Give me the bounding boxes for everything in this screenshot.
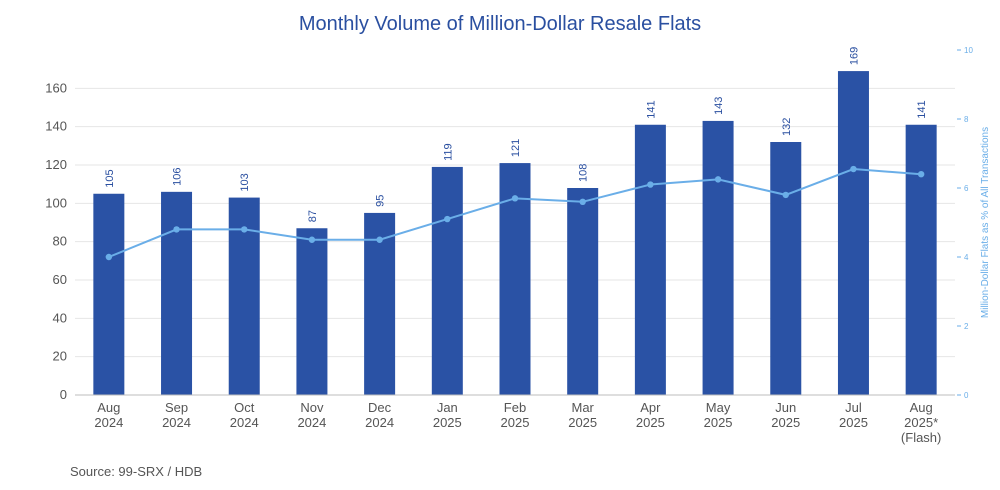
bar-value-label: 106	[172, 167, 184, 185]
bar-value-label: 87	[307, 210, 319, 222]
bar	[93, 193, 125, 395]
share-point	[714, 176, 722, 183]
axis-layer: 0 20 40 60 80 100 120 140 160 0 2 4 6 8 10 Million-Doll…	[45, 46, 991, 445]
bar-value-label: 143	[713, 97, 725, 115]
share-point	[376, 236, 383, 243]
x-tick-label: Nov	[300, 400, 324, 415]
x-tick-label: Jan	[437, 400, 458, 415]
bar	[364, 212, 396, 395]
x-tick-label: 2025	[771, 415, 800, 430]
chart-title: Monthly Volume of Million-Dollar Resale …	[299, 13, 701, 35]
bar-value-label: 103	[239, 173, 251, 191]
x-tick-label: 2024	[365, 415, 394, 430]
share-point	[444, 215, 451, 223]
y-left-tick-label: 60	[53, 272, 67, 287]
source-note: Source: 99-SRX / HDB	[70, 464, 202, 479]
x-tick-label: 2024	[162, 415, 191, 430]
labels-layer: 105 106 103 87 95 119 121 108 141 143 132 169 141	[104, 47, 928, 223]
x-tick-label: Aug	[910, 400, 933, 415]
bar-value-label: 95	[375, 195, 387, 207]
bar-value-label: 141	[916, 100, 928, 118]
x-tick-label: 2025	[704, 415, 733, 430]
x-tick-label: Feb	[504, 400, 526, 415]
bar	[837, 71, 869, 395]
x-tick-label: 2025	[568, 415, 597, 430]
y-right-axis-label: Million-Dollar Flats as % of All Transac…	[980, 127, 991, 318]
bar-value-label: 169	[848, 47, 860, 65]
share-point	[173, 226, 180, 233]
bar-value-label: 132	[781, 118, 793, 136]
y-left-tick-label: 80	[53, 234, 67, 249]
y-right-tick-label: 10	[964, 46, 973, 55]
bar	[702, 120, 734, 396]
bar	[905, 124, 937, 395]
x-tick-label: May	[706, 400, 731, 415]
y-left-tick-label: 0	[60, 387, 67, 402]
x-tick-label: Sep	[165, 400, 188, 415]
x-tick-label: Jun	[775, 400, 796, 415]
x-tick-label: Mar	[571, 400, 594, 415]
y-right-tick-label: 8	[964, 115, 969, 124]
share-point	[105, 253, 113, 261]
x-tick-label: 2025*	[904, 415, 938, 430]
bar	[431, 166, 463, 395]
share-point	[917, 171, 925, 178]
x-tick-label: 2024	[230, 415, 259, 430]
y-left-tick-label: 140	[45, 119, 67, 134]
y-left-tick-label: 100	[45, 195, 67, 210]
bar-value-label: 121	[510, 139, 522, 157]
x-tick-label: (Flash)	[901, 430, 941, 445]
share-point	[647, 181, 654, 188]
y-right-tick-label: 0	[964, 391, 969, 400]
y-right-tick-label: 2	[964, 322, 969, 331]
bar	[567, 188, 599, 395]
bar-value-label: 105	[104, 169, 116, 187]
x-tick-label: 2025	[839, 415, 868, 430]
y-right-tick-label: 6	[964, 184, 969, 193]
y-left-tick-label: 20	[53, 349, 67, 364]
y-left-tick-label: 40	[53, 310, 67, 325]
x-tick-label: 2024	[297, 415, 326, 430]
y-left-tick-label: 120	[45, 157, 67, 172]
x-tick-label: 2025	[433, 415, 462, 430]
bar	[634, 124, 666, 395]
x-tick-label: Dec	[368, 400, 392, 415]
bar-value-label: 108	[578, 164, 590, 182]
bar	[296, 228, 328, 395]
share-point	[782, 191, 789, 199]
bar-value-label: 119	[442, 143, 454, 161]
x-tick-label: 2024	[94, 415, 123, 430]
bars-layer	[93, 71, 937, 396]
share-point	[308, 236, 316, 243]
share-point	[511, 195, 519, 202]
share-point	[850, 165, 857, 173]
share-point	[579, 198, 586, 205]
x-tick-label: 2025	[636, 415, 665, 430]
share-point	[241, 226, 248, 233]
bar	[161, 191, 193, 395]
bar	[770, 142, 802, 395]
y-left-tick-label: 160	[45, 80, 67, 95]
x-tick-label: Apr	[640, 400, 661, 415]
x-tick-label: Oct	[234, 400, 255, 415]
x-tick-label: Jul	[845, 400, 862, 415]
bar-value-label: 141	[645, 100, 657, 118]
y-right-tick-label: 4	[964, 253, 969, 262]
x-tick-label: 2025	[501, 415, 530, 430]
x-tick-label: Aug	[97, 400, 120, 415]
line-layer	[105, 165, 925, 261]
